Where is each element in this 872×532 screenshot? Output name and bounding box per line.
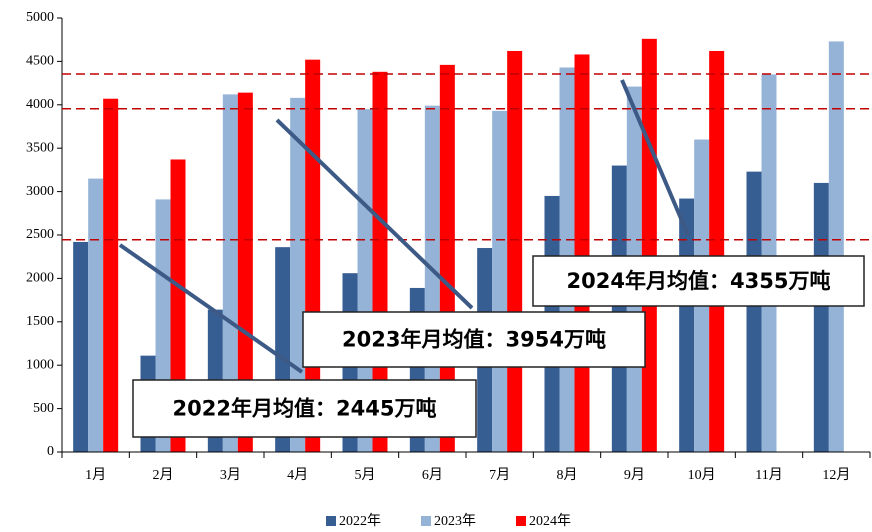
x-tick-label: 3月	[220, 467, 241, 483]
bar	[828, 41, 844, 452]
legend-swatch	[326, 516, 336, 526]
annotation-text: 2023年月均值：3954万吨	[342, 328, 606, 352]
annotation-connector	[118, 243, 304, 374]
bar	[679, 198, 695, 452]
y-tick-label: 2000	[26, 271, 54, 286]
x-tick-label: 10月	[688, 467, 716, 483]
x-tick-label: 8月	[557, 467, 578, 483]
bar	[492, 110, 508, 452]
bar	[709, 50, 725, 452]
bar	[170, 159, 186, 452]
bar	[641, 38, 657, 452]
y-tick-label: 1000	[26, 357, 54, 372]
x-tick-label: 6月	[422, 467, 443, 483]
annotation-box	[532, 255, 865, 307]
y-tick-label: 1500	[26, 314, 54, 329]
legend-label: 2023年	[434, 513, 476, 529]
annotation-text: 2022年月均值：2445万吨	[173, 397, 437, 421]
bar	[290, 97, 306, 452]
bar	[103, 98, 119, 452]
annotation-connector	[620, 79, 690, 236]
y-tick-label: 4000	[26, 97, 54, 112]
y-tick-label: 3000	[26, 184, 54, 199]
x-tick-label: 4月	[287, 467, 308, 483]
bar	[88, 178, 104, 452]
annotation-connector	[275, 118, 474, 310]
annotation-box	[132, 379, 477, 438]
bar	[507, 50, 523, 452]
bar	[73, 241, 89, 452]
x-tick-label: 9月	[624, 467, 645, 483]
x-tick-label: 11月	[755, 467, 782, 483]
bar	[611, 165, 627, 452]
legend-label: 2024年	[529, 513, 571, 529]
bar	[813, 182, 829, 453]
x-tick-label: 12月	[822, 467, 850, 483]
y-tick-label: 5000	[26, 10, 54, 25]
y-tick-label: 2500	[26, 227, 54, 242]
x-tick-label: 7月	[489, 467, 510, 483]
y-tick-label: 4500	[26, 54, 54, 69]
y-tick-label: 0	[47, 444, 54, 459]
y-tick-label: 3500	[26, 140, 54, 155]
x-tick-label: 5月	[355, 467, 376, 483]
bar	[237, 92, 253, 452]
y-tick-label: 500	[33, 401, 54, 416]
legend-swatch	[516, 516, 526, 526]
bar	[222, 94, 238, 452]
bar	[574, 54, 590, 453]
x-tick-label: 1月	[85, 467, 106, 483]
bar	[746, 171, 762, 453]
legend-label: 2022年	[339, 513, 381, 529]
annotation-text: 2024年月均值：4355万吨	[567, 269, 831, 293]
annotation-box	[302, 311, 646, 368]
legend-swatch	[421, 516, 431, 526]
x-tick-label: 2月	[153, 467, 174, 483]
